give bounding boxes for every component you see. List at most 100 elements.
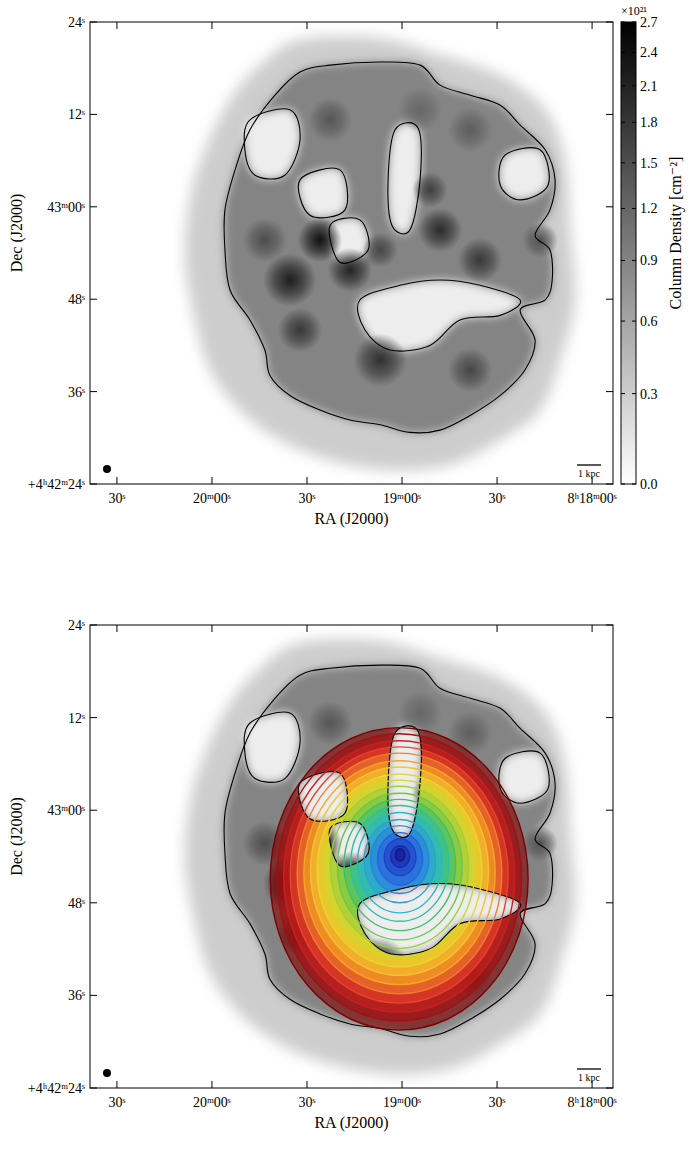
y-tick-label: +4ʰ42ᵐ24ˢ	[28, 1081, 85, 1096]
x-tick	[306, 625, 307, 632]
y-tick-label: 24ˢ	[68, 15, 85, 30]
scale-bar-label: 1 kpc	[578, 1072, 601, 1083]
beam	[103, 1069, 111, 1077]
y-tick	[606, 1088, 613, 1089]
y-tick	[606, 717, 613, 718]
x-tick-label: 30ˢ	[299, 491, 316, 506]
y-tick	[606, 902, 613, 903]
ring-fill	[364, 819, 436, 902]
contour-line	[244, 712, 300, 782]
hi-hole	[298, 168, 347, 218]
beam	[103, 465, 111, 473]
hi-clump	[308, 701, 352, 745]
x-tick	[116, 625, 117, 632]
ring-fills	[270, 728, 528, 1030]
colorbar-offset: ×10²¹	[621, 4, 647, 18]
colorbar-tick	[621, 321, 625, 322]
colorbar-tick	[621, 484, 625, 485]
y-tick	[606, 114, 613, 115]
ring	[304, 761, 495, 985]
colorbar	[621, 22, 636, 484]
colorbar-tick	[632, 484, 636, 485]
y-tick-label: 24ˢ	[68, 618, 85, 633]
y-tick	[90, 484, 97, 485]
scale-bar	[577, 1068, 601, 1069]
x-tick	[306, 477, 307, 484]
x-tick	[402, 1081, 403, 1088]
ring-fill	[391, 846, 410, 868]
ring	[371, 826, 429, 894]
hi-disc	[224, 62, 555, 433]
colorbar-tick-label: 0.6	[640, 314, 658, 329]
ring	[270, 728, 528, 1030]
plot-frame	[90, 625, 613, 1088]
x-tick	[116, 477, 117, 484]
contour-line	[388, 123, 421, 234]
contour-line	[224, 665, 555, 1037]
x-tick-label: 30ˢ	[489, 491, 506, 506]
y-tick	[606, 22, 613, 23]
colorbar-tick-label: 1.5	[640, 156, 658, 171]
y-tick-label: 36ˢ	[68, 988, 85, 1003]
colorbar-tick-label: 0.0	[640, 477, 658, 492]
colorbar-tick	[621, 393, 625, 394]
hi-clump	[448, 348, 492, 392]
y-tick	[90, 391, 97, 392]
x-tick-label: 8ʰ18ᵐ00ˢ	[567, 1095, 616, 1110]
ring-fill	[384, 839, 416, 876]
hi-clump	[398, 691, 442, 735]
x-tick	[306, 1081, 307, 1088]
colorbar-tick	[621, 260, 625, 261]
ring-fill	[378, 833, 423, 885]
colorbar-tick-label: 1.2	[640, 201, 658, 216]
x-tick-label: 30ˢ	[108, 491, 125, 506]
map-layer	[90, 22, 613, 484]
x-tick	[402, 625, 403, 632]
ring	[337, 793, 462, 940]
ring	[310, 767, 488, 975]
ring-fill	[297, 753, 502, 994]
plot-frame	[90, 22, 613, 484]
x-tick	[211, 625, 212, 632]
contour-line	[298, 168, 347, 218]
ring-fill	[357, 813, 442, 913]
contour-line	[224, 62, 555, 433]
y-axis-title: Dec (J2000)	[8, 797, 26, 876]
hi-clump	[354, 333, 407, 386]
x-tick-label: 20ᵐ00ˢ	[193, 1095, 231, 1110]
ring	[344, 799, 456, 930]
ring-fill	[284, 741, 515, 1013]
ring-fill	[277, 734, 522, 1021]
colorbar-tick	[632, 85, 636, 86]
x-tick-label: 19ᵐ00ˢ	[383, 491, 421, 506]
ring	[324, 780, 475, 957]
map-layer	[90, 625, 613, 1088]
hi-clump	[398, 88, 442, 132]
y-tick	[606, 299, 613, 300]
hi-clump	[522, 222, 557, 257]
hi-clump	[458, 238, 502, 282]
x-tick	[211, 1081, 212, 1088]
scale-bar-label: 1 kpc	[578, 468, 601, 479]
y-tick	[90, 995, 97, 996]
colorbar-tick-label: 0.3	[640, 387, 658, 402]
x-tick	[211, 477, 212, 484]
plot-background	[90, 625, 613, 1088]
y-tick	[90, 22, 97, 23]
hi-clump	[278, 308, 322, 352]
ring-fill	[270, 728, 528, 1030]
colorbar-tick	[632, 208, 636, 209]
x-tick	[497, 625, 498, 632]
x-tick	[211, 22, 212, 29]
y-tick	[90, 717, 97, 718]
contour-line	[329, 218, 369, 263]
colorbar-tick	[632, 393, 636, 394]
ring-fill	[351, 806, 449, 922]
y-tick-label: 12ˢ	[68, 711, 85, 726]
hi-disc	[224, 665, 555, 1037]
ring	[277, 734, 522, 1021]
hi-envelope	[185, 36, 575, 470]
hi-hole	[499, 148, 549, 200]
ring-fill	[304, 761, 495, 985]
x-tick	[402, 477, 403, 484]
